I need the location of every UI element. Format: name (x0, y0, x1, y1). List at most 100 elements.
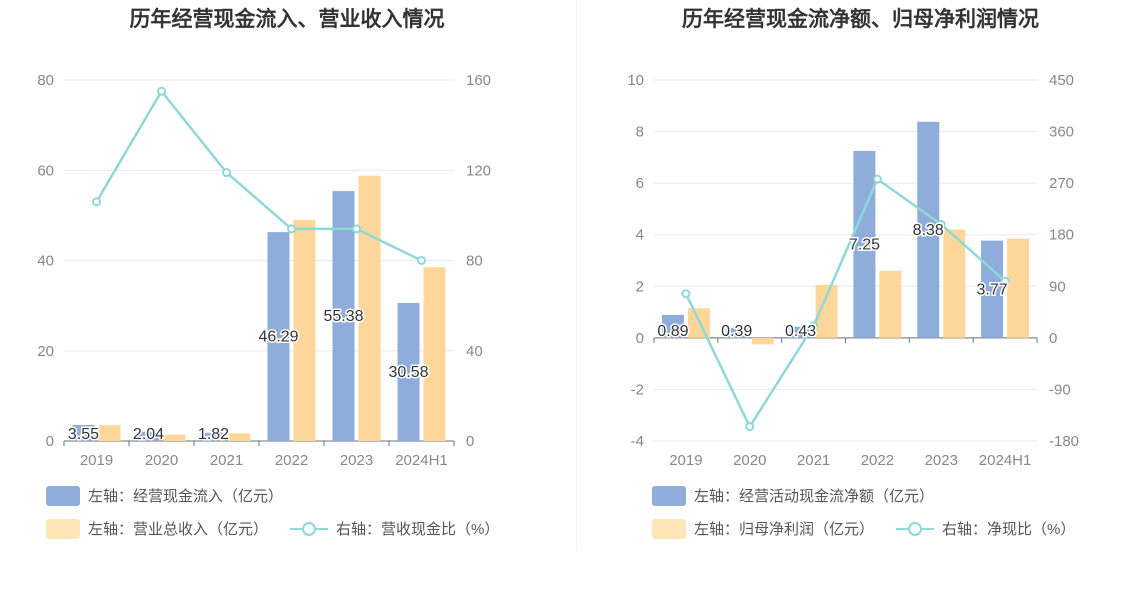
bar-data-label: 0.39 (721, 323, 752, 340)
bar-data-label: 3.55 (68, 426, 99, 443)
legend-swatch-orange (46, 518, 80, 539)
legend-item-revenue[interactable]: 左轴：营业总收入（亿元） (46, 518, 268, 539)
bar-data-label: 0.89 (657, 323, 688, 340)
bar-orange (751, 337, 774, 345)
y-right-tick-label: -90 (1049, 381, 1071, 398)
y-right-tick-label: 120 (466, 162, 491, 179)
legend-item-ratio[interactable]: 右轴：营收现金比（%） (290, 518, 499, 539)
bar-blue (72, 424, 95, 441)
y-left-tick-label: 6 (636, 175, 644, 192)
y-left-tick-label: 0 (46, 433, 54, 450)
bar-data-label: 1.82 (198, 426, 229, 443)
y-left-tick-label: 20 (37, 343, 54, 360)
y-left-tick-label: 8 (636, 124, 644, 141)
legend-swatch-blue (46, 485, 80, 506)
legend-line-circle-icon (896, 519, 935, 539)
legend-row-2: 左轴：归母净利润（亿元） 右轴：净现比（%） (652, 518, 1097, 539)
chart-panel-netcash-profit: 历年经营现金流净额、归母净利润情况 -4 -2 0 2 4 6 8 10 -180 -90 0 90 1… (574, 0, 1147, 589)
y-right-tick-label: 270 (1049, 175, 1074, 192)
y-right-tick-label: 0 (1049, 330, 1057, 347)
x-tick-label: 2021 (210, 452, 243, 469)
bar-orange (879, 270, 902, 338)
y-left-tick-label: 0 (636, 330, 644, 347)
y-right-tick-label: 90 (1049, 278, 1066, 295)
legend-label: 左轴：营业总收入（亿元） (88, 521, 269, 538)
bar-orange (423, 267, 446, 441)
bar-orange (293, 219, 316, 441)
ratio-line (95, 89, 423, 262)
ratio-point (936, 219, 946, 229)
legend-label: 左轴：经营现金流入（亿元） (88, 488, 284, 505)
y-right-tick-label: 40 (466, 343, 483, 360)
bar-blue (332, 191, 355, 441)
bar-orange (943, 229, 966, 338)
legend-item-profit[interactable]: 左轴：归母净利润（亿元） (652, 518, 874, 539)
y-left-tick-label: 2 (636, 278, 644, 295)
y-left-tick-label: 40 (37, 253, 54, 270)
bar-blue (397, 303, 420, 441)
y-right-tick-label: 360 (1049, 124, 1074, 141)
chart-title: 历年经营现金流入、营业收入情况 (129, 8, 445, 31)
ratio-point (745, 422, 755, 432)
ratio-point (872, 174, 882, 184)
ratio-point (287, 224, 296, 234)
legend-row-1: 左轴：经营现金流入（亿元） (46, 485, 305, 506)
ratio-point (222, 168, 231, 178)
bar-data-label: 3.77 (977, 281, 1008, 298)
bar-orange (815, 284, 838, 338)
ratio-point (352, 224, 361, 234)
x-tick-label: 2022 (861, 452, 894, 469)
legend-row-2: 左轴：营业总收入（亿元） 右轴：营收现金比（%） (46, 518, 521, 539)
x-tick-label: 2024H1 (395, 452, 448, 469)
bar-data-label: 2.04 (133, 426, 164, 443)
y-right-tick-label: -180 (1049, 433, 1079, 450)
y-left-tick-label: 4 (636, 227, 644, 244)
bar-blue (725, 327, 748, 338)
bar-orange (163, 434, 186, 441)
legend-item-inflow[interactable]: 左轴：经营现金流入（亿元） (46, 485, 283, 506)
bar-data-label: 46.29 (258, 329, 298, 346)
legend-swatch-blue (652, 485, 686, 506)
legend-item-ratio[interactable]: 右轴：净现比（%） (896, 518, 1075, 539)
ratio-point (417, 256, 426, 265)
bar-data-label: 0.43 (785, 323, 816, 340)
bar-data-label: 7.25 (849, 236, 880, 253)
bar-data-label: 55.38 (323, 308, 363, 325)
legend-item-netcash[interactable]: 左轴：经营活动现金流净额（亿元） (652, 485, 934, 506)
bar-blue (267, 232, 290, 441)
bar-orange (358, 175, 381, 442)
chart-plot-area: -4 -2 0 2 4 6 8 10 -180 -90 0 90 180 270 360 450 2019 202… (627, 72, 1079, 469)
legend-label: 左轴：经营活动现金流净额（亿元） (694, 488, 935, 505)
bar-orange (98, 425, 121, 441)
y-right-tick-label: 450 (1049, 72, 1074, 89)
chart-plot-area: 0 20 40 60 80 0 40 80 120 160 2019 2020 2021 2022 2023… (37, 72, 491, 469)
legend-swatch-orange (652, 518, 686, 539)
bar-blue (917, 121, 940, 338)
ratio-point (809, 321, 819, 331)
legend-label: 右轴：营收现金比（%） (336, 521, 500, 538)
y-left-tick-label: -4 (631, 433, 644, 450)
x-tick-label: 2020 (733, 452, 766, 469)
bar-blue (661, 314, 684, 338)
chart-panel-cashflow-revenue: 历年经营现金流入、营业收入情况 0 20 40 60 80 0 40 80 120 160 2019… (37, 8, 521, 539)
x-tick-label: 2019 (669, 452, 702, 469)
y-left-tick-label: 60 (37, 162, 54, 179)
y-right-tick-label: 160 (466, 72, 491, 89)
legend-row-1: 左轴：经营活动现金流净额（亿元） (652, 485, 956, 506)
y-right-tick-label: 0 (466, 433, 474, 450)
bar-data-label: 8.38 (913, 222, 944, 239)
x-tick-label: 2023 (340, 452, 373, 469)
y-right-tick-label: 180 (1049, 227, 1074, 244)
bar-blue (789, 326, 812, 338)
y-left-tick-label: 80 (37, 72, 54, 89)
x-tick-label: 2021 (797, 452, 830, 469)
bar-orange (228, 433, 251, 441)
bar-blue (202, 432, 225, 441)
ratio-point (1000, 276, 1010, 286)
bar-blue (137, 431, 160, 441)
ratio-line (684, 177, 1006, 430)
x-tick-label: 2020 (145, 452, 178, 469)
x-tick-label: 2024H1 (979, 452, 1032, 469)
y-left-tick-label: 10 (627, 72, 644, 89)
chart-title: 历年经营现金流净额、归母净利润情况 (682, 8, 1039, 31)
